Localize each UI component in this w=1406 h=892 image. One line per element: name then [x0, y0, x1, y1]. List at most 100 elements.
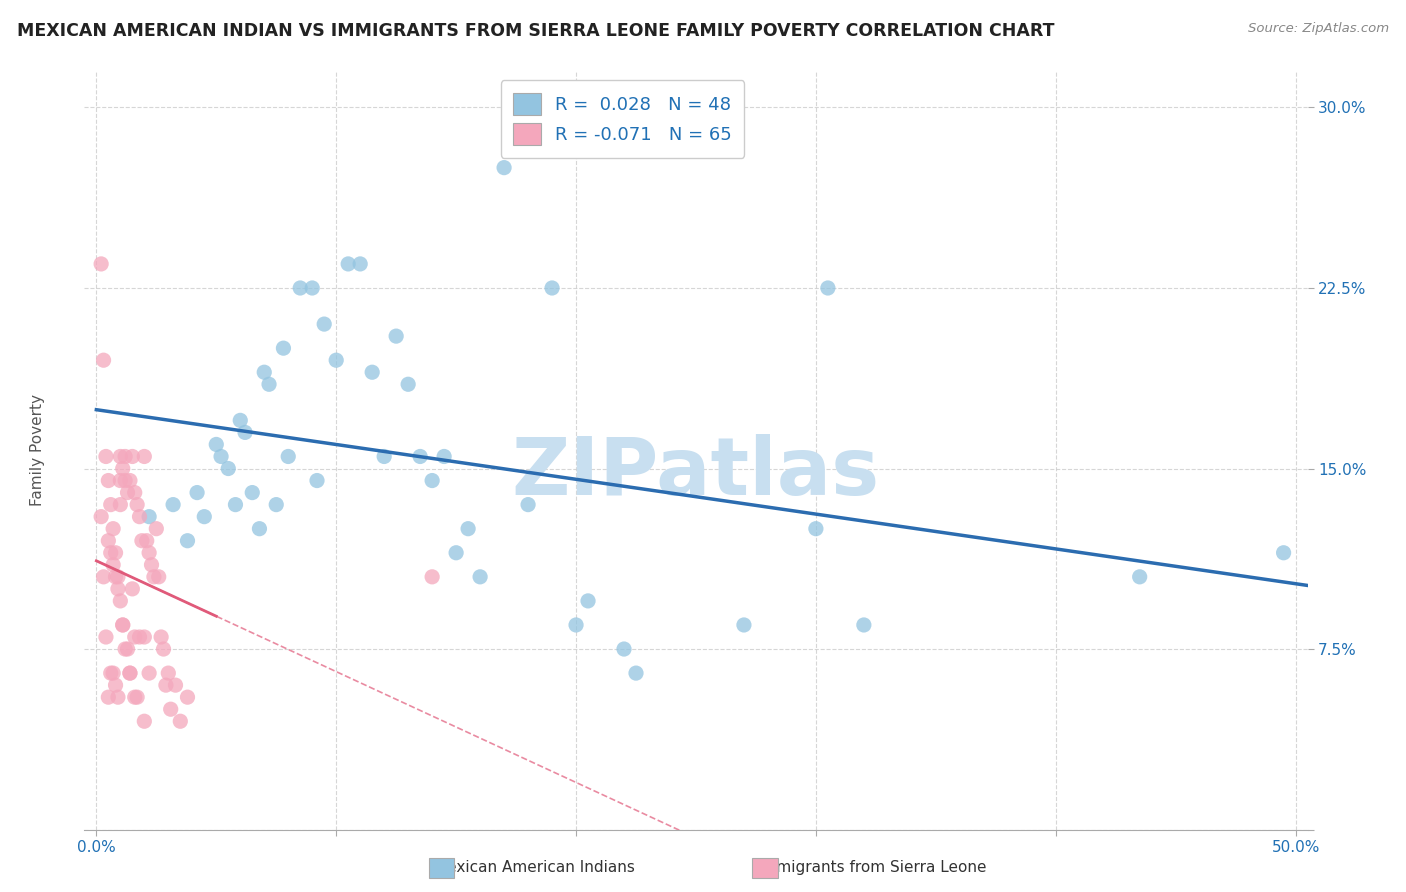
Text: MEXICAN AMERICAN INDIAN VS IMMIGRANTS FROM SIERRA LEONE FAMILY POVERTY CORRELATI: MEXICAN AMERICAN INDIAN VS IMMIGRANTS FR… [17, 22, 1054, 40]
Point [104, 678, 127, 692]
Point [97, 474, 120, 488]
Point [193, 509, 215, 524]
Point [409, 450, 432, 464]
Point [134, 714, 156, 729]
Point [494, 161, 516, 175]
Point [127, 690, 149, 705]
Point [396, 377, 419, 392]
Point [420, 474, 443, 488]
Point [100, 498, 122, 512]
Point [107, 570, 129, 584]
Point [385, 329, 408, 343]
Point [90, 509, 112, 524]
Text: Family Poverty: Family Poverty [31, 394, 45, 507]
Point [142, 570, 165, 584]
Point [162, 498, 184, 512]
Point [468, 570, 491, 584]
Point [127, 498, 149, 512]
Point [93, 353, 115, 368]
Text: Mexican American Indians: Mexican American Indians [434, 860, 634, 874]
Point [100, 666, 122, 681]
Point [124, 690, 146, 705]
Point [301, 281, 323, 295]
Point [110, 498, 132, 512]
Point [110, 450, 132, 464]
Point [290, 281, 312, 295]
Point [337, 257, 360, 271]
Point [107, 582, 129, 596]
Point [264, 498, 287, 512]
Point [128, 509, 150, 524]
Point [94, 630, 117, 644]
Point [135, 533, 157, 548]
Point [373, 450, 395, 464]
Point [186, 485, 208, 500]
Point [325, 353, 347, 368]
Point [145, 522, 167, 536]
Point [541, 281, 564, 295]
Point [209, 450, 232, 464]
Point [90, 257, 112, 271]
Point [176, 533, 198, 548]
Point [233, 425, 256, 440]
Point [152, 642, 174, 657]
Point [229, 413, 252, 427]
Point [131, 533, 153, 548]
Point [361, 365, 384, 379]
Point [155, 678, 177, 692]
Point [240, 485, 263, 500]
Text: Immigrants from Sierra Leone: Immigrants from Sierra Leone [756, 860, 987, 874]
Point [444, 546, 467, 560]
Point [148, 570, 170, 584]
Point [94, 450, 117, 464]
Text: ZIPatlas: ZIPatlas [512, 434, 880, 512]
Point [576, 594, 599, 608]
Point [117, 485, 139, 500]
Point [111, 618, 134, 632]
Point [128, 630, 150, 644]
Point [205, 437, 228, 451]
Point [517, 498, 540, 512]
Point [176, 690, 198, 705]
Point [169, 714, 191, 729]
Point [138, 509, 160, 524]
Point [733, 618, 755, 632]
Point [253, 365, 276, 379]
Point [624, 666, 647, 681]
Point [93, 570, 115, 584]
Point [804, 522, 827, 536]
Point [97, 533, 120, 548]
Point [138, 666, 160, 681]
Point [457, 522, 479, 536]
Point [159, 702, 181, 716]
Point [121, 450, 143, 464]
Point [97, 690, 120, 705]
Point [101, 522, 124, 536]
Point [111, 618, 134, 632]
Point [157, 666, 180, 681]
Point [165, 678, 187, 692]
Point [141, 558, 163, 572]
Point [118, 474, 141, 488]
Point [114, 642, 136, 657]
Point [107, 690, 129, 705]
Point [104, 570, 127, 584]
Point [111, 461, 134, 475]
Point [117, 642, 139, 657]
Point [349, 257, 371, 271]
Point [433, 450, 456, 464]
Point [100, 546, 122, 560]
Point [314, 317, 336, 331]
Point [134, 630, 156, 644]
Point [273, 341, 295, 355]
Point [1129, 570, 1152, 584]
Point [224, 498, 246, 512]
Point [277, 450, 299, 464]
Point [420, 570, 443, 584]
Point [613, 642, 636, 657]
Point [124, 630, 146, 644]
Point [257, 377, 280, 392]
Point [114, 450, 136, 464]
Point [217, 461, 239, 475]
Legend: R =  0.028   N = 48, R = -0.071   N = 65: R = 0.028 N = 48, R = -0.071 N = 65 [501, 80, 744, 158]
